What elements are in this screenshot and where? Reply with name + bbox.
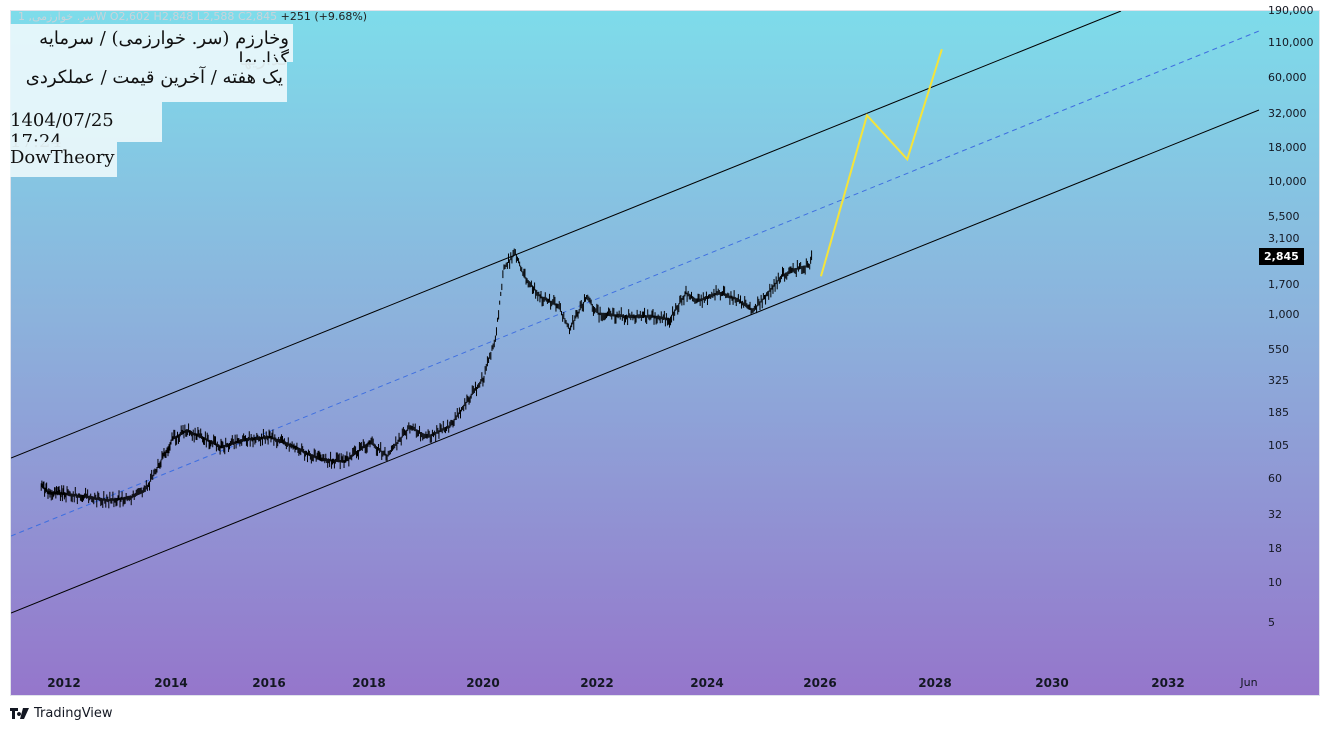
legend-change: +251 (+9.68%)	[280, 10, 368, 23]
time-tick-label: 2028	[918, 676, 952, 690]
legend-open: O2,602	[109, 10, 151, 23]
price-tick-label: 3,100	[1268, 232, 1300, 245]
price-tick-label: 10,000	[1268, 174, 1307, 188]
channel-midline[interactable]	[11, 30, 1260, 537]
time-tick-label: 2024	[690, 676, 724, 690]
chart-area[interactable]	[10, 10, 1320, 696]
time-tick-label: 2016	[252, 676, 286, 690]
price-tick-label: 550	[1268, 343, 1289, 357]
time-tick-label: 2012	[47, 676, 81, 690]
note-author: DowTheory	[10, 142, 117, 177]
price-tick-label: 105	[1268, 439, 1289, 453]
channel-upper-line[interactable]	[11, 11, 1122, 459]
price-tick-label: 110,000	[1268, 35, 1314, 49]
time-tick-label: 2022	[580, 676, 614, 690]
note-timeframe: یک هفته / آخرین قیمت / عملکردی	[10, 62, 287, 102]
note-date: 1404/07/25 17:24	[10, 102, 162, 152]
legend-high: H2,848	[153, 10, 194, 23]
legend-close: C2,845	[237, 10, 278, 23]
chart-plot[interactable]	[11, 11, 1321, 697]
price-tick-label: 60,000	[1268, 70, 1307, 84]
price-tick-label: 325	[1268, 373, 1289, 387]
projection-path[interactable]	[820, 48, 943, 277]
price-tick-label: 5,500	[1268, 209, 1300, 223]
time-tick-label: 2032	[1151, 676, 1185, 690]
brand-name: TradingView	[34, 706, 113, 721]
tradingview-logo[interactable]: TradingView	[10, 706, 113, 721]
price-tick-label: 1,700	[1268, 277, 1300, 291]
legend-low: L2,588	[196, 10, 235, 23]
tradingview-logo-icon	[10, 707, 29, 719]
legend-symbol: سر. خوارزمی, 1W	[18, 10, 107, 23]
time-tick-label: 2026	[803, 676, 837, 690]
channel-lower-line[interactable]	[11, 109, 1260, 614]
note-title: وخارزم (سر. خوارزمی) / سرمایه گذاریها	[10, 24, 293, 70]
price-tick-label: 185	[1268, 406, 1289, 420]
time-tick-label: 2030	[1035, 676, 1069, 690]
price-tick-label: 5	[1268, 615, 1275, 629]
price-tick-label: 190,000	[1268, 4, 1314, 17]
price-tick-label: 32	[1268, 508, 1282, 522]
price-tick-label: 32,000	[1268, 107, 1307, 121]
ohlc-legend: سر. خوارزمی, 1W O2,602 H2,848 L2,588 C2,…	[18, 10, 367, 23]
time-tick-label: 2020	[466, 676, 500, 690]
current-price-label: 2,845	[1259, 248, 1304, 265]
time-tick-label: 2014	[154, 676, 188, 690]
time-tick-label: Jun	[1240, 676, 1258, 689]
price-tick-label: 18	[1268, 541, 1282, 555]
price-tick-label: 60	[1268, 471, 1282, 485]
price-series	[40, 248, 813, 509]
price-tick-label: 1,000	[1268, 308, 1300, 322]
time-tick-label: 2018	[352, 676, 386, 690]
price-tick-label: 18,000	[1268, 140, 1307, 154]
price-tick-label: 10	[1268, 575, 1282, 589]
